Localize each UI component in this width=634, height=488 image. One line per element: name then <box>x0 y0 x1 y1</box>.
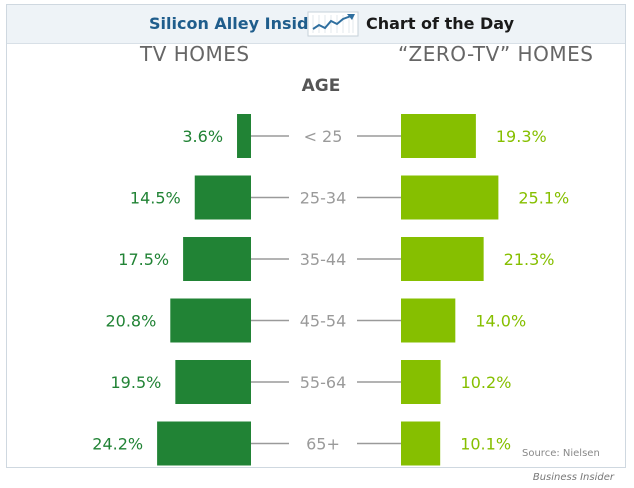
category-label: 55-64 <box>300 373 347 392</box>
bar-zero-tv-homes <box>401 237 484 281</box>
value-label-zero-tv-homes: 25.1% <box>518 189 569 208</box>
category-label: 35-44 <box>300 250 347 269</box>
bar-tv-homes <box>157 421 251 466</box>
header-banner: Silicon Alley Insider Chart of the Day <box>7 5 625 44</box>
bar-tv-homes <box>237 114 251 158</box>
source-note: Source: Nielsen <box>522 448 600 459</box>
value-label-zero-tv-homes: 10.1% <box>460 435 511 454</box>
value-label-zero-tv-homes: 21.3% <box>504 250 555 269</box>
bar-zero-tv-homes <box>401 114 476 158</box>
bar-zero-tv-homes <box>401 421 441 466</box>
value-label-zero-tv-homes: 10.2% <box>461 373 512 392</box>
bar-tv-homes <box>175 360 251 404</box>
value-label-tv-homes: 3.6% <box>182 127 223 146</box>
chart-frame: Silicon Alley Insider Chart of the Day <box>6 4 626 468</box>
bar-tv-homes <box>170 298 251 343</box>
value-label-tv-homes: 17.5% <box>118 250 169 269</box>
bar-zero-tv-homes <box>401 360 441 404</box>
value-label-tv-homes: 19.5% <box>111 373 162 392</box>
series-heading-tv-homes: TV HOMES <box>140 42 250 66</box>
bar-zero-tv-homes <box>401 298 456 343</box>
brand-title: Silicon Alley Insider <box>149 14 328 33</box>
value-label-zero-tv-homes: 14.0% <box>475 312 526 331</box>
category-label: 25-34 <box>300 189 347 208</box>
value-label-zero-tv-homes: 19.3% <box>496 127 547 146</box>
chart-of-the-day-label: Chart of the Day <box>366 14 515 33</box>
value-label-tv-homes: 14.5% <box>130 189 181 208</box>
category-label: 45-54 <box>300 312 347 331</box>
bar-zero-tv-homes <box>401 175 499 220</box>
value-label-tv-homes: 24.2% <box>92 435 143 454</box>
category-axis-label: AGE <box>301 76 341 96</box>
category-label: 65+ <box>306 435 340 454</box>
bar-tv-homes <box>194 175 251 220</box>
credit-note: Business Insider <box>532 472 614 483</box>
category-label: < 25 <box>304 127 343 146</box>
value-label-tv-homes: 20.8% <box>105 312 156 331</box>
series-heading-zero-tv-homes: “ZERO-TV” HOMES <box>398 42 594 66</box>
trend-chart-icon <box>307 11 359 37</box>
bar-tv-homes <box>183 237 251 281</box>
